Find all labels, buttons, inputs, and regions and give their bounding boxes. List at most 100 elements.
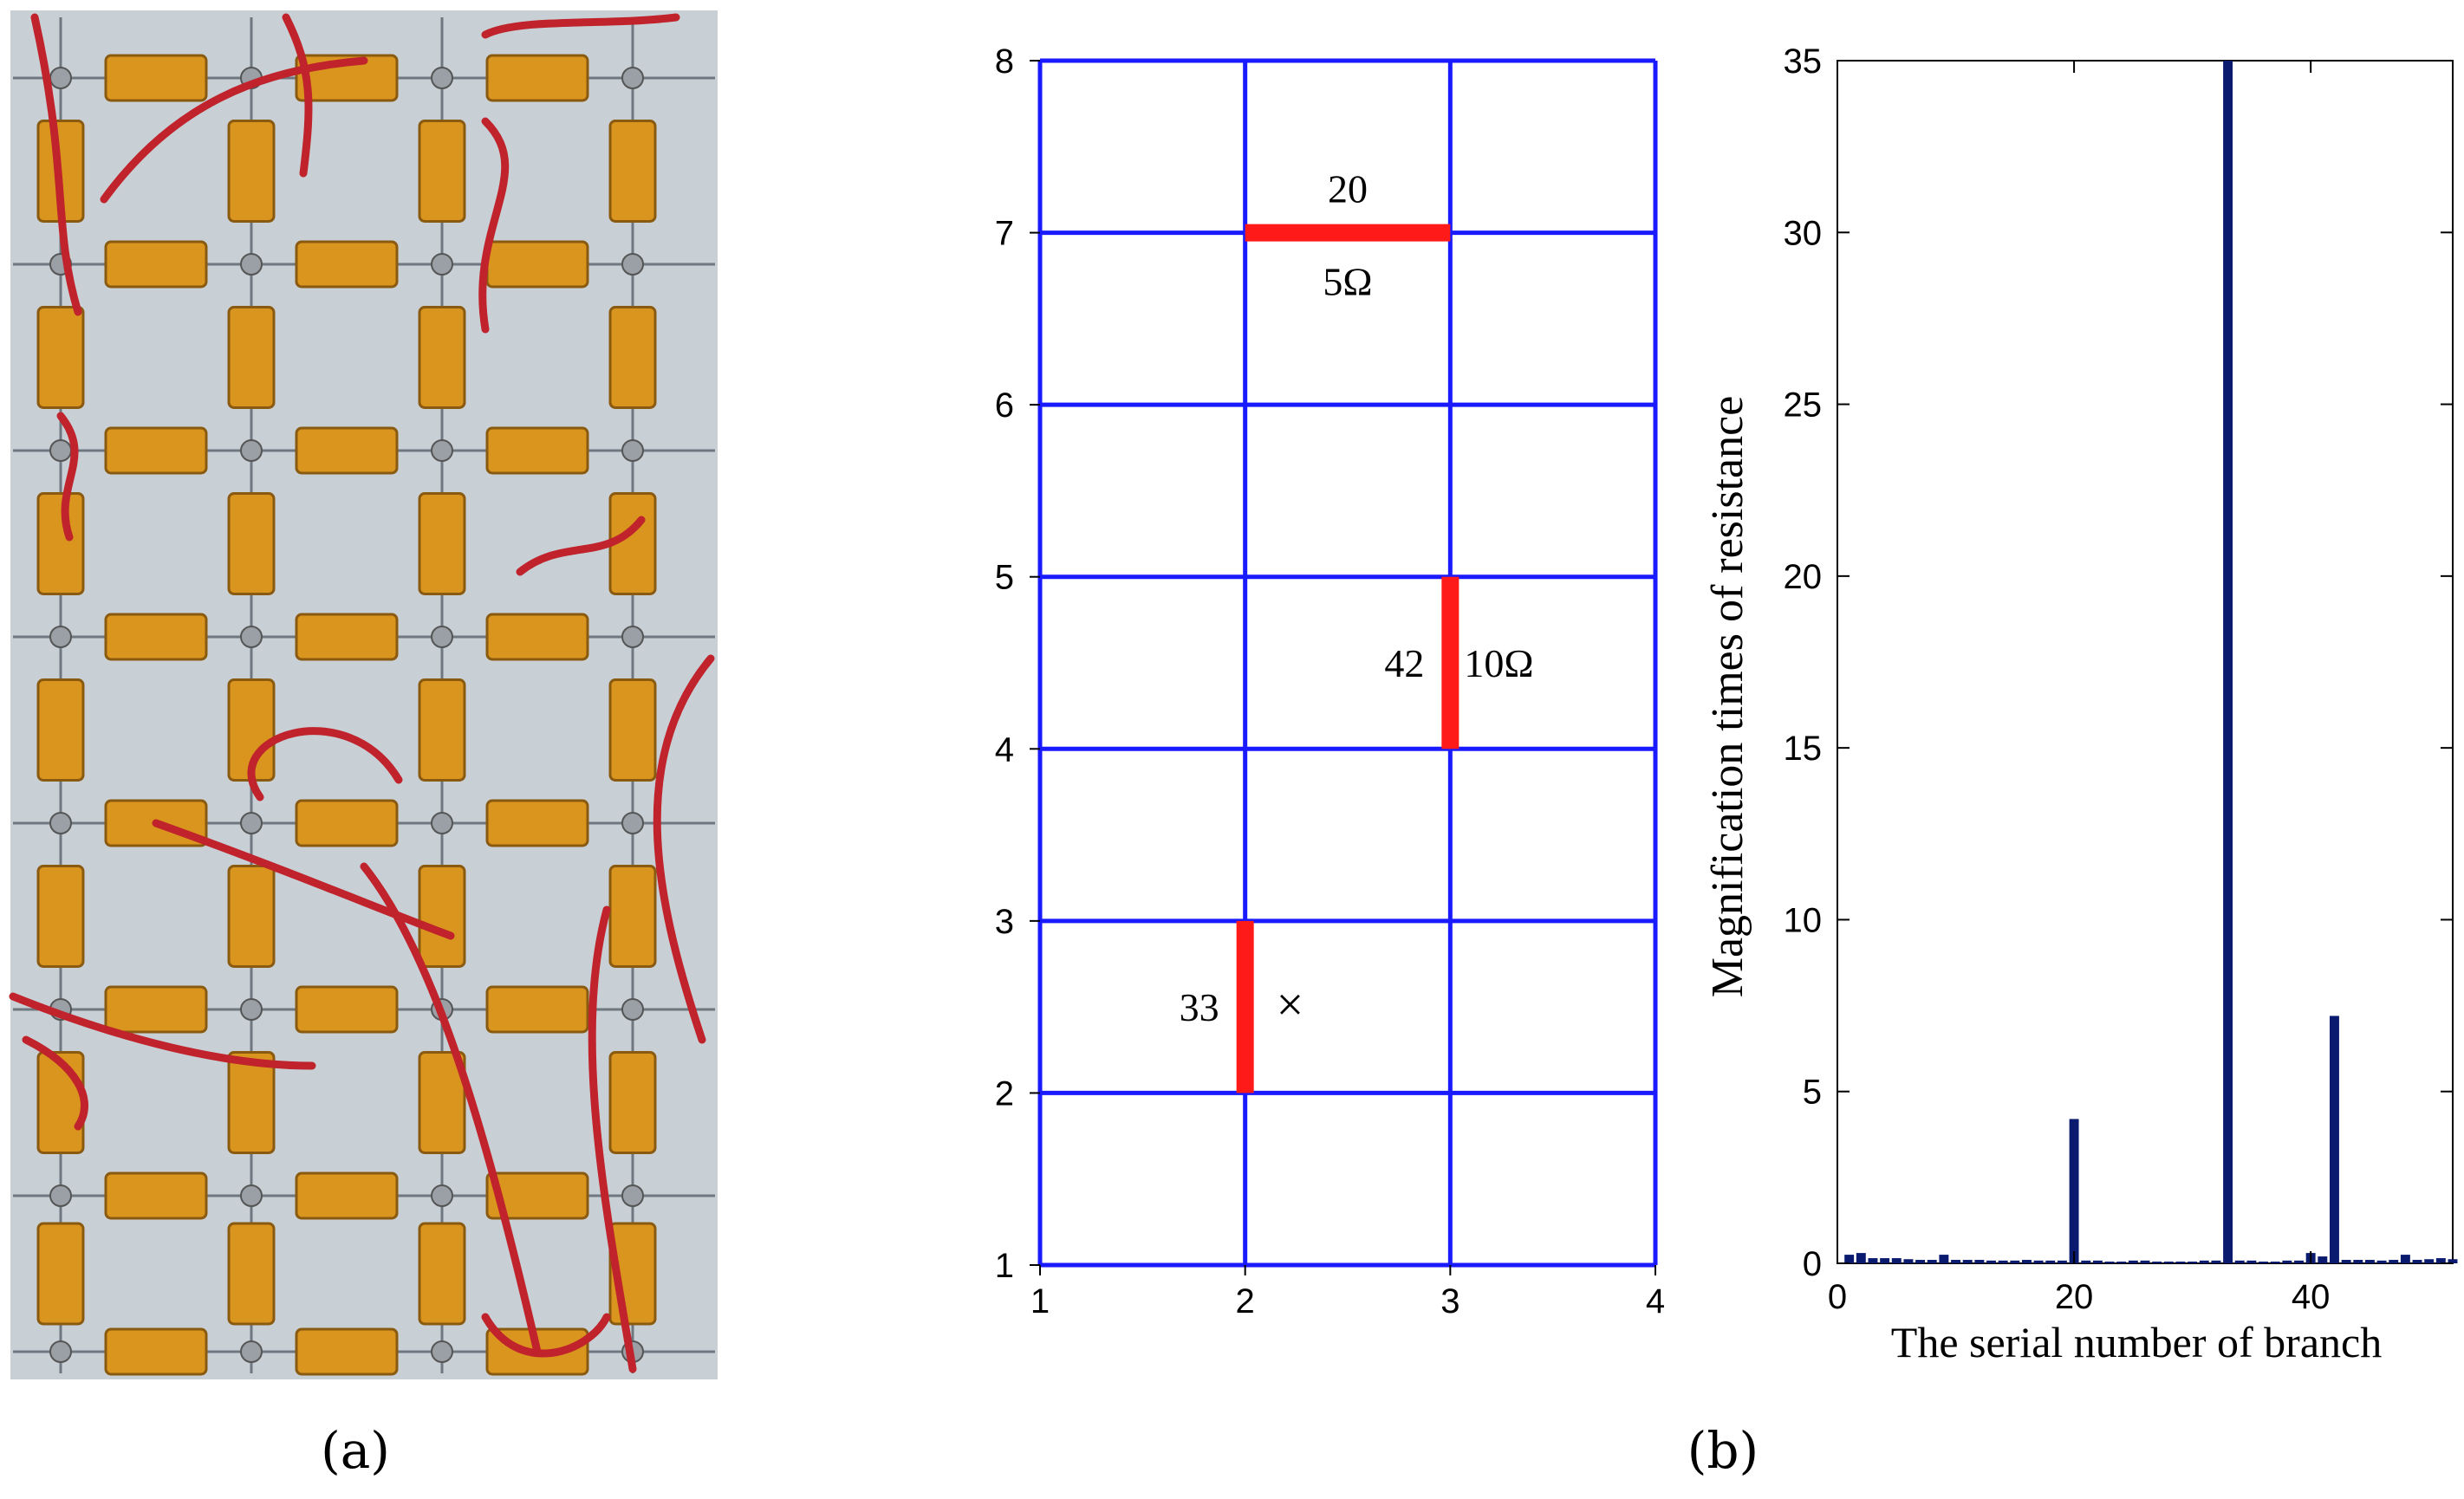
bar-branch-44 [2353,1260,2363,1263]
bar-branch-16 [2022,1260,2032,1263]
solder-node [431,1340,453,1363]
bar-branch-10 [1951,1260,1960,1263]
red-wire [360,862,542,1356]
resistor [608,865,657,968]
bar-branch-34 [2234,1260,2245,1263]
resistor [36,865,85,968]
x-tick-label: 1 [1030,1282,1050,1321]
bar-branch-5 [1891,1258,1902,1263]
bar-branch-14 [1998,1260,2008,1263]
solder-node [621,812,644,834]
resistor [227,306,276,409]
bar-branch-35 [2246,1260,2257,1263]
bar-branch-17 [2033,1260,2044,1263]
resistor [485,613,589,661]
solder-node [240,253,263,276]
bar-branch-1 [1844,1255,1855,1263]
branch-number-label: 33 [1180,985,1219,1029]
resistor [104,1327,208,1376]
bar-branch-32 [2211,1260,2221,1263]
y-tick-label: 1 [995,1247,1014,1285]
resistor [418,120,466,223]
solder-node [49,812,72,834]
panel-label-b: (b) [1687,1421,1759,1480]
bar-branch-41 [2318,1256,2328,1263]
resistor [104,985,208,1034]
bar-branch-22 [2092,1260,2103,1263]
solder-node [240,998,263,1021]
y-tick-label: 7 [995,215,1014,253]
red-wire [588,905,637,1373]
resistor-network-photo [9,10,718,1379]
resistor [608,1051,657,1154]
y-tick-label: 0 [1803,1245,1822,1283]
resistor [485,426,589,475]
resistor [485,985,589,1034]
solder-node [431,626,453,648]
solder-node [240,626,263,648]
bar-branch-51 [2435,1258,2446,1263]
y-tick-label: 6 [995,386,1014,425]
resistor [485,799,589,847]
resistor [227,865,276,968]
solder-node [240,1340,263,1363]
solder-node [621,439,644,462]
plot-frame [1837,60,2454,1264]
bar-branch-20 [2069,1119,2079,1263]
bar-branch-33 [2223,61,2233,1263]
red-wire [653,654,715,1044]
y-tick-label: 4 [995,730,1014,769]
solder-node [431,67,453,89]
resistor [227,1051,276,1154]
resistor [104,240,208,289]
resistor [104,54,208,102]
x-tick-label: 0 [1828,1278,1847,1316]
resistor [418,1051,466,1154]
y-tick-label: 30 [1784,214,1823,252]
solder-node [621,998,644,1021]
resistor [227,492,276,595]
resistor [485,1171,589,1220]
y-tick-label: 5 [1803,1074,1822,1112]
panel-label-a: (a) [321,1421,390,1480]
y-tick-label: 35 [1784,42,1823,81]
bar-branch-7 [1915,1260,1926,1263]
resistor [608,306,657,409]
resistor [104,426,208,475]
y-axis-label: Magnification times of resistance [1703,396,1752,998]
solder-node [431,439,453,462]
x-tick-label: 20 [2055,1278,2094,1316]
bar-branch-37 [2270,1262,2280,1263]
resistor [418,865,466,968]
red-wire [282,13,313,178]
red-wire [247,727,403,801]
bar-branch-36 [2259,1262,2268,1263]
solder-node [240,812,263,834]
resistor [104,1171,208,1220]
bar-branch-50 [2424,1259,2435,1263]
solder-node [240,439,263,462]
bar-branch-18 [2045,1260,2056,1263]
y-tick-label: 8 [995,42,1014,81]
red-wire [478,117,510,334]
bar-branch-28 [2163,1262,2174,1263]
bar-branch-27 [2152,1262,2162,1263]
bar-branch-31 [2199,1260,2209,1263]
y-tick-label: 3 [995,903,1014,941]
branch-value-label: 5Ω [1323,260,1372,304]
y-tick-label: 20 [1784,558,1823,596]
bar-branch-46 [2376,1260,2387,1263]
network-grid-chart: 1 2 3 4 1 2 3 4 5 6 7 8 20 5Ω 42 10Ω 33 × [995,42,1665,1321]
solder-node [49,439,72,462]
resistor [485,240,589,289]
red-wire [481,1313,611,1358]
red-wire [481,13,680,39]
resistor [36,1222,85,1326]
red-wire [9,992,316,1070]
bar-branch-29 [2175,1262,2186,1263]
resistor [36,306,85,409]
x-tick-label: 40 [2292,1278,2331,1316]
solder-node [240,1184,263,1207]
bar-branch-45 [2364,1260,2375,1263]
bar-branch-12 [1974,1260,1985,1263]
